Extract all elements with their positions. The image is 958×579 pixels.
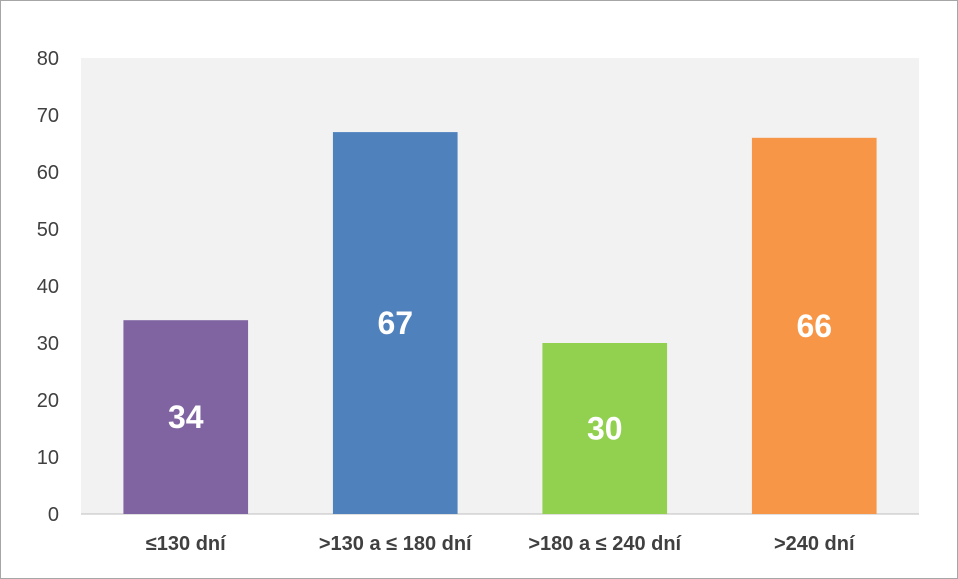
x-category-label: >180 a ≤ 240 dní	[528, 533, 682, 555]
y-tick-label: 50	[37, 219, 59, 241]
y-tick-label: 20	[37, 390, 59, 412]
x-category-label: >130 a ≤ 180 dní	[319, 533, 473, 555]
x-category-label: ≤130 dní	[146, 533, 227, 555]
y-axis: 0 10 20 30 40 50 60 70 80	[37, 48, 59, 526]
bar-value-label: 66	[796, 308, 832, 344]
x-axis: ≤130 dní >130 a ≤ 180 dní >180 a ≤ 240 dní…	[146, 533, 856, 555]
y-tick-label: 40	[37, 276, 59, 298]
y-tick-label: 0	[48, 504, 59, 526]
y-tick-label: 70	[37, 105, 59, 127]
y-tick-label: 80	[37, 48, 59, 70]
bar-value-label: 34	[168, 399, 204, 435]
bar-value-label: 30	[587, 411, 623, 447]
y-tick-label: 30	[37, 333, 59, 355]
bar-value-label: 67	[377, 305, 413, 341]
x-category-label: >240 dní	[774, 533, 856, 555]
y-tick-label: 60	[37, 162, 59, 184]
y-tick-label: 10	[37, 447, 59, 469]
